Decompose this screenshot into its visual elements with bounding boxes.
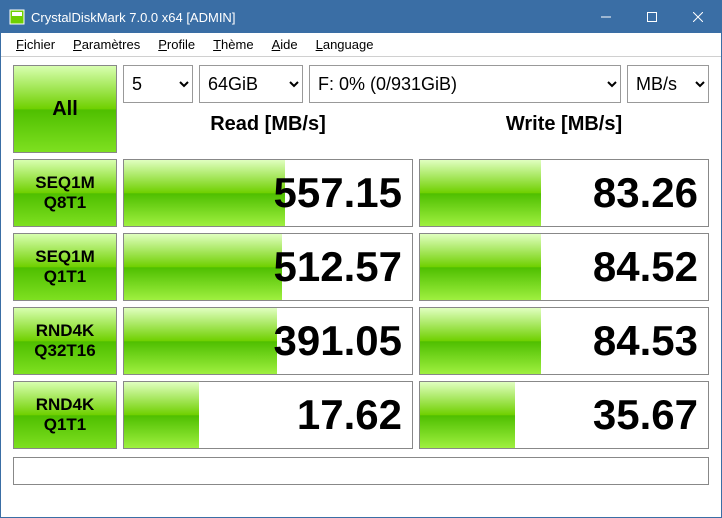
read-value: 17.62	[123, 381, 413, 449]
app-icon	[9, 9, 25, 25]
write-value: 84.53	[419, 307, 709, 375]
write-value: 35.67	[419, 381, 709, 449]
read-value: 391.05	[123, 307, 413, 375]
column-headers: Read [MB/s] Write [MB/s]	[13, 113, 709, 141]
menu-paramètres[interactable]: Paramètres	[64, 35, 149, 54]
content-area: All 5 64GiB F: 0% (0/931GiB) MB/s Read […	[1, 57, 721, 517]
window-title: CrystalDiskMark 7.0.0 x64 [ADMIN]	[31, 10, 583, 25]
menu-aide[interactable]: Aide	[263, 35, 307, 54]
menubar: FichierParamètresProfileThèmeAideLanguag…	[1, 33, 721, 57]
status-bar	[13, 457, 709, 485]
menu-thème[interactable]: Thème	[204, 35, 262, 54]
minimize-button[interactable]	[583, 1, 629, 33]
maximize-button[interactable]	[629, 1, 675, 33]
read-value: 512.57	[123, 233, 413, 301]
titlebar[interactable]: CrystalDiskMark 7.0.0 x64 [ADMIN]	[1, 1, 721, 33]
result-row: SEQ1MQ8T1557.1583.26	[13, 159, 709, 227]
menu-profile[interactable]: Profile	[149, 35, 204, 54]
test-button-seq1m-q8t1[interactable]: SEQ1MQ8T1	[13, 159, 117, 227]
read-header: Read [MB/s]	[123, 113, 413, 141]
app-window: CrystalDiskMark 7.0.0 x64 [ADMIN] Fichie…	[0, 0, 722, 518]
menu-fichier[interactable]: Fichier	[7, 35, 64, 54]
read-value: 557.15	[123, 159, 413, 227]
results-grid: SEQ1MQ8T1557.1583.26SEQ1MQ1T1512.5784.52…	[13, 159, 709, 449]
close-button[interactable]	[675, 1, 721, 33]
unit-select[interactable]: MB/s	[627, 65, 709, 103]
write-value: 83.26	[419, 159, 709, 227]
menu-language[interactable]: Language	[307, 35, 383, 54]
runs-select[interactable]: 5	[123, 65, 193, 103]
write-header: Write [MB/s]	[419, 113, 709, 141]
test-button-rnd4k-q32t16[interactable]: RND4KQ32T16	[13, 307, 117, 375]
test-button-seq1m-q1t1[interactable]: SEQ1MQ1T1	[13, 233, 117, 301]
result-row: RND4KQ1T117.6235.67	[13, 381, 709, 449]
write-value: 84.52	[419, 233, 709, 301]
test-button-rnd4k-q1t1[interactable]: RND4KQ1T1	[13, 381, 117, 449]
top-controls: All 5 64GiB F: 0% (0/931GiB) MB/s	[13, 65, 709, 103]
size-select[interactable]: 64GiB	[199, 65, 303, 103]
window-controls	[583, 1, 721, 33]
result-row: RND4KQ32T16391.0584.53	[13, 307, 709, 375]
result-row: SEQ1MQ1T1512.5784.52	[13, 233, 709, 301]
drive-select[interactable]: F: 0% (0/931GiB)	[309, 65, 621, 103]
